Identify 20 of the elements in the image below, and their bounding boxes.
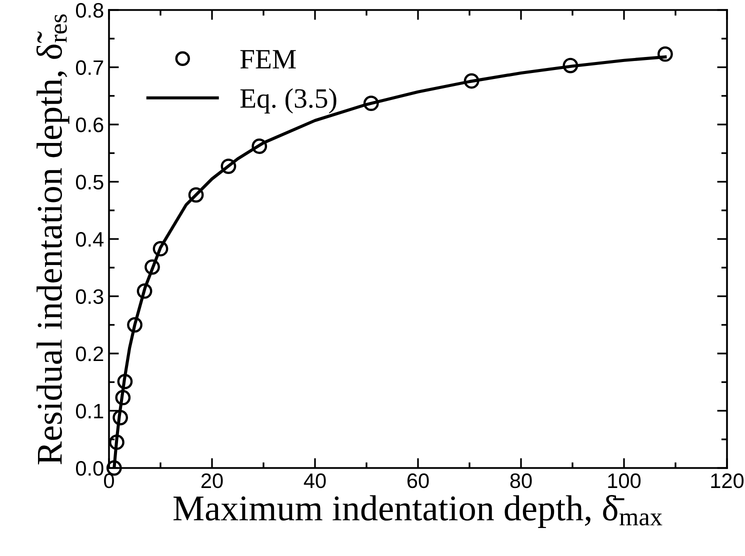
y-tick-label: 0.1 <box>76 404 104 419</box>
x-tick-label: 80 <box>510 473 532 488</box>
x-axis-title: Maximum indentation depth, δ̄$_{max}$ <box>173 495 662 528</box>
x-tick-label: 60 <box>407 473 429 488</box>
y-tick-label: 0.4 <box>76 232 104 247</box>
x-tick-label: 100 <box>608 473 641 488</box>
y-tick-label: 0.5 <box>76 174 104 190</box>
x-tick-label: 0 <box>104 473 114 488</box>
y-tick-label: 0.0 <box>76 461 104 476</box>
x-tick-label: 120 <box>711 473 744 488</box>
y-tick-label: 0.3 <box>76 289 104 304</box>
y-tick-label: 0.7 <box>76 60 104 76</box>
y-tick-label: 0.2 <box>76 346 104 362</box>
y-tick-label: 0.6 <box>76 118 104 132</box>
legend-label: Eq. (3.5) <box>240 88 336 114</box>
x-tick-label: 40 <box>304 473 326 488</box>
y-tick-label: 0.8 <box>76 3 104 18</box>
y-axis-title: Residual indentation depth, δ̃$_{res}$ <box>36 14 70 464</box>
legend-label: FEM <box>240 50 296 68</box>
x-tick-label: 20 <box>201 473 223 488</box>
